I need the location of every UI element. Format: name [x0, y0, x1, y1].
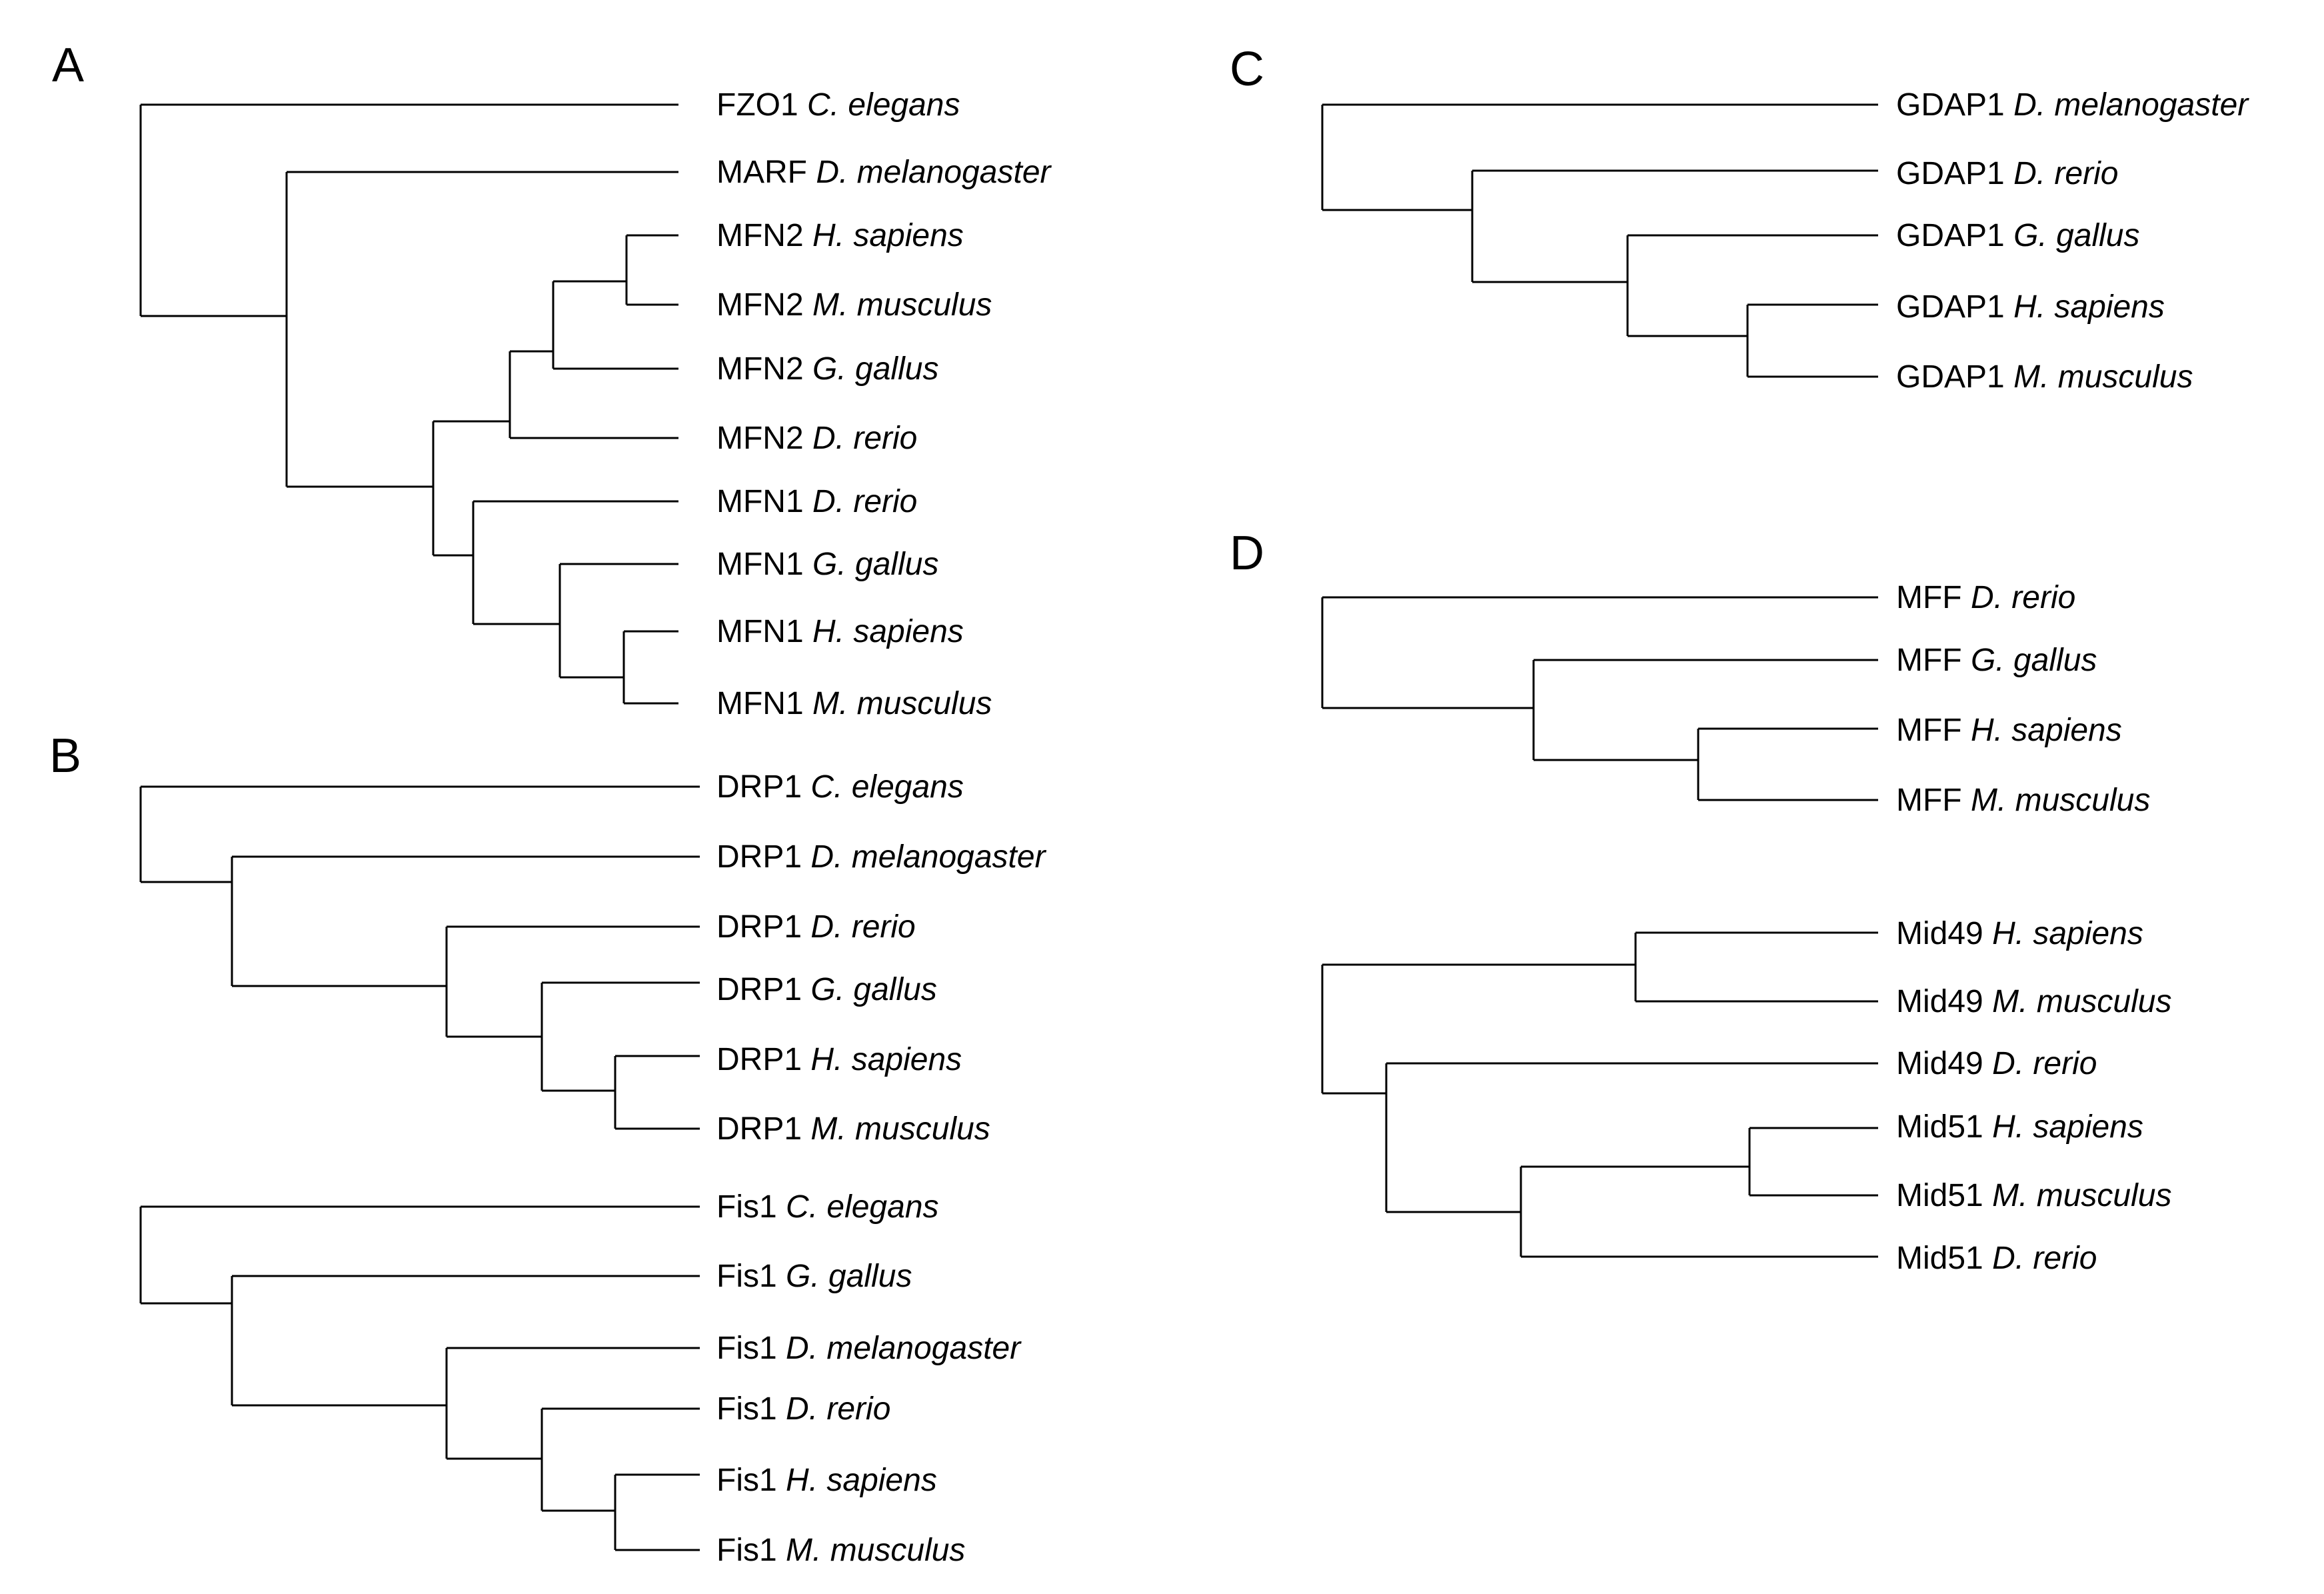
- panel-label: C: [1230, 43, 1264, 96]
- leaf-label: Fis1 D. melanogaster: [716, 1331, 1022, 1366]
- leaf-labels: Fis1 C. elegans Fis1 G. gallus Fis1 D. m…: [716, 1189, 1022, 1568]
- leaf-label: DRP1 D. melanogaster: [716, 839, 1047, 875]
- panel-label: B: [49, 729, 81, 783]
- leaf-labels: GDAP1 D. melanogaster GDAP1 D. rerio GDA…: [1896, 87, 2249, 395]
- leaf-label: Mid51 M. musculus: [1896, 1178, 2171, 1213]
- leaf-label: Fis1 H. sapiens: [716, 1463, 937, 1498]
- tree-drp1: [139, 785, 700, 1130]
- panel-d: D MFF D. rerio MFF G. gallus MFF H. sapi…: [1230, 527, 2171, 1276]
- leaf-label: MFF H. sapiens: [1896, 713, 2122, 748]
- leaf-label: Mid49 M. musculus: [1896, 984, 2171, 1019]
- leaf-label: MFF D. rerio: [1896, 580, 2075, 615]
- panel-a: A FZO1 C. elegans MARF D. melanogaster M…: [52, 39, 1052, 721]
- leaf-label: DRP1 G. gallus: [716, 972, 937, 1007]
- leaf-label: Mid49 H. sapiens: [1896, 916, 2143, 951]
- panel-c: C GDAP1 D. melanogaster GDAP1 D. rerio G…: [1230, 43, 2249, 395]
- leaf-label: MFN2 M. musculus: [716, 287, 992, 323]
- leaf-label: MFN2 H. sapiens: [716, 218, 964, 253]
- leaf-label: MFN1 G. gallus: [716, 547, 938, 582]
- leaf-label: Fis1 D. rerio: [716, 1391, 890, 1427]
- tree-branches: [1321, 103, 1878, 378]
- leaf-label: GDAP1 D. rerio: [1896, 156, 2118, 191]
- tree-branches: [139, 785, 700, 1130]
- tree-mff: [1321, 596, 1878, 801]
- leaf-label: GDAP1 M. musculus: [1896, 359, 2193, 395]
- leaf-label: MFN2 G. gallus: [716, 351, 938, 387]
- leaf-label: FZO1 C. elegans: [716, 87, 960, 123]
- panel-label: A: [52, 39, 84, 92]
- leaf-labels: DRP1 C. elegans DRP1 D. melanogaster DRP…: [716, 769, 1047, 1147]
- panel-b: B DRP1 C. elegans DRP1 D. melanogaster D…: [49, 729, 1047, 1568]
- tree-branches: [139, 1205, 700, 1551]
- leaf-labels: MFF D. rerio MFF G. gallus MFF H. sapien…: [1896, 580, 2150, 818]
- leaf-label: MARF D. melanogaster: [716, 155, 1052, 190]
- tree-fis1: [139, 1205, 700, 1551]
- leaf-label: MFF M. musculus: [1896, 783, 2150, 818]
- leaf-label: MFN2 D. rerio: [716, 421, 917, 456]
- leaf-label: GDAP1 G. gallus: [1896, 218, 2140, 253]
- tree-gdap1: [1321, 103, 1878, 378]
- leaf-label: Mid49 D. rerio: [1896, 1046, 2097, 1081]
- tree-mitofusin: [139, 103, 678, 705]
- leaf-label: MFN1 D. rerio: [716, 484, 917, 519]
- tree-branches: [1321, 596, 1878, 801]
- leaf-label: DRP1 C. elegans: [716, 769, 964, 805]
- leaf-label: DRP1 M. musculus: [716, 1111, 990, 1147]
- leaf-label: DRP1 H. sapiens: [716, 1042, 962, 1077]
- panel-label: D: [1230, 527, 1264, 580]
- leaf-label: GDAP1 H. sapiens: [1896, 289, 2165, 325]
- tree-branches: [1321, 931, 1878, 1258]
- leaf-label: GDAP1 D. melanogaster: [1896, 87, 2249, 123]
- leaf-labels: FZO1 C. elegans MARF D. melanogaster MFN…: [716, 87, 1052, 721]
- leaf-labels: Mid49 H. sapiens Mid49 M. musculus Mid49…: [1896, 916, 2171, 1276]
- leaf-label: Fis1 M. musculus: [716, 1533, 965, 1568]
- leaf-label: MFN1 M. musculus: [716, 686, 992, 721]
- leaf-label: MFN1 H. sapiens: [716, 614, 964, 649]
- tree-branches: [139, 103, 678, 705]
- tree-mid49-mid51: [1321, 931, 1878, 1258]
- leaf-label: Fis1 G. gallus: [716, 1259, 912, 1294]
- leaf-label: MFF G. gallus: [1896, 643, 2097, 678]
- leaf-label: Mid51 H. sapiens: [1896, 1109, 2143, 1145]
- leaf-label: Mid51 D. rerio: [1896, 1241, 2097, 1276]
- leaf-label: DRP1 D. rerio: [716, 909, 916, 945]
- leaf-label: Fis1 C. elegans: [716, 1189, 939, 1225]
